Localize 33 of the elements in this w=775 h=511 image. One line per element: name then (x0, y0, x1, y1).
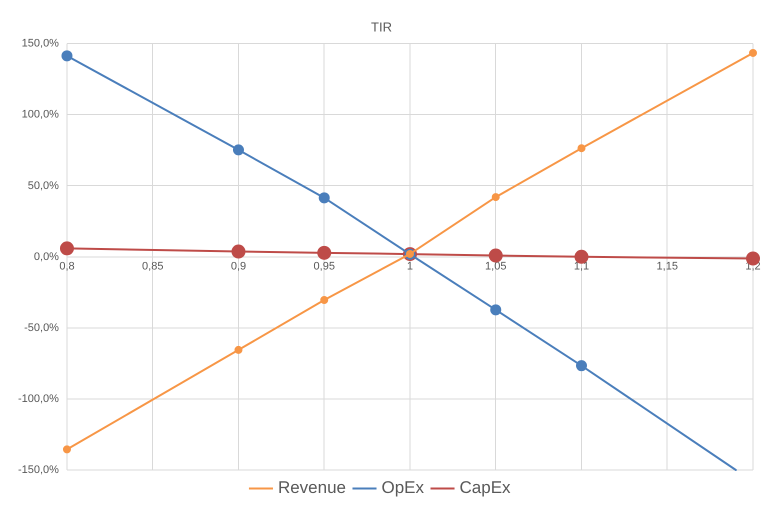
point (317, 246, 332, 260)
point (234, 346, 242, 354)
y-tick-label: 50,0% (28, 180, 60, 192)
x-tick-label: 1,1 (574, 260, 590, 272)
point (577, 144, 586, 152)
x-tick-label: 0,85 (142, 260, 164, 272)
x-tick-label: 1 (406, 260, 414, 272)
legend-label: Revenue (278, 478, 346, 498)
x-tick-label: 0,9 (230, 260, 246, 272)
point (490, 304, 502, 316)
x-tick-label: 0,95 (314, 260, 335, 272)
x-tick-label: 0,8 (59, 260, 75, 272)
point (320, 296, 328, 304)
y-tick-label: 0,0% (34, 250, 60, 263)
chart-title: TIR (371, 19, 392, 34)
y-tick-label: -50,0% (24, 322, 60, 334)
point (749, 48, 757, 57)
x-tick-label: 1,15 (656, 260, 678, 272)
point (61, 50, 72, 62)
point (62, 445, 71, 454)
x-tick-label: 1,05 (485, 260, 506, 272)
point (231, 244, 246, 259)
point (576, 360, 587, 372)
point (60, 241, 74, 256)
point (318, 192, 330, 204)
y-tick-label: 100,0% (22, 108, 60, 121)
point (232, 144, 244, 156)
legend-label: CapEx (460, 478, 512, 498)
legend-label: OpEx (382, 478, 425, 498)
y-tick-label: -150,0% (18, 464, 60, 476)
y-tick-label: 150,0% (22, 38, 60, 50)
y-tick-label: -100,0% (18, 392, 60, 405)
point (492, 193, 500, 202)
